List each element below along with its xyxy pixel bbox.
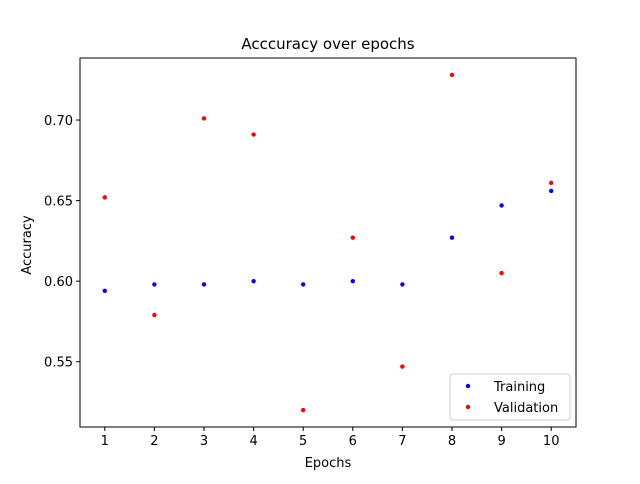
y-tick-label: 0.70: [44, 114, 73, 129]
data-point-training: [102, 288, 108, 294]
y-tick-label: 0.60: [44, 275, 73, 290]
data-point-validation: [549, 180, 554, 186]
data-point-validation: [102, 195, 108, 200]
data-point-validation: [201, 116, 207, 121]
y-tick-label: 0.55: [44, 356, 73, 371]
data-point-training: [549, 188, 554, 194]
x-tick-label: 10: [543, 434, 560, 449]
data-point-training: [449, 235, 455, 240]
series-training-points: [102, 188, 554, 294]
data-point-training: [201, 282, 207, 287]
x-tick-label: 6: [349, 434, 357, 449]
data-point-validation: [251, 132, 256, 137]
y-tick-label: 0.65: [44, 195, 73, 210]
chart-title: Acccuracy over epochs: [241, 35, 414, 53]
legend-marker-validation: [465, 404, 471, 410]
data-point-validation: [350, 235, 355, 240]
data-point-training: [350, 278, 355, 284]
legend: Training Validation: [449, 373, 571, 421]
legend-label-validation: Validation: [494, 401, 558, 416]
x-tick-label: 9: [497, 434, 505, 449]
x-tick-label: 3: [200, 434, 208, 449]
axes-frame: [79, 57, 577, 428]
x-tick-label: 1: [101, 434, 109, 449]
data-point-validation: [301, 407, 306, 413]
x-tick-label: 4: [249, 434, 257, 449]
data-point-training: [400, 282, 405, 287]
data-point-training: [152, 282, 157, 287]
data-point-training: [499, 203, 504, 208]
legend-label-training: Training: [493, 380, 545, 395]
x-tick-label: 5: [299, 434, 307, 449]
data-point-validation: [400, 364, 405, 369]
data-point-validation: [152, 312, 157, 318]
x-tick-label: 7: [398, 434, 406, 449]
data-point-validation: [499, 270, 504, 276]
plot-area: 1 2 3 4 5 6 7 8 9 10 0.55 0.60 0.65 0.70: [44, 57, 577, 449]
data-point-training: [251, 278, 256, 284]
series-validation-points: [102, 72, 554, 413]
x-tick-label: 2: [150, 434, 158, 449]
legend-box: [449, 373, 571, 421]
legend-marker-training: [465, 383, 471, 389]
data-point-training: [301, 282, 306, 287]
x-tick-label: 8: [448, 434, 456, 449]
y-axis-label: Accuracy: [20, 215, 35, 275]
data-point-validation: [449, 72, 455, 78]
x-axis-label: Epochs: [305, 456, 352, 471]
